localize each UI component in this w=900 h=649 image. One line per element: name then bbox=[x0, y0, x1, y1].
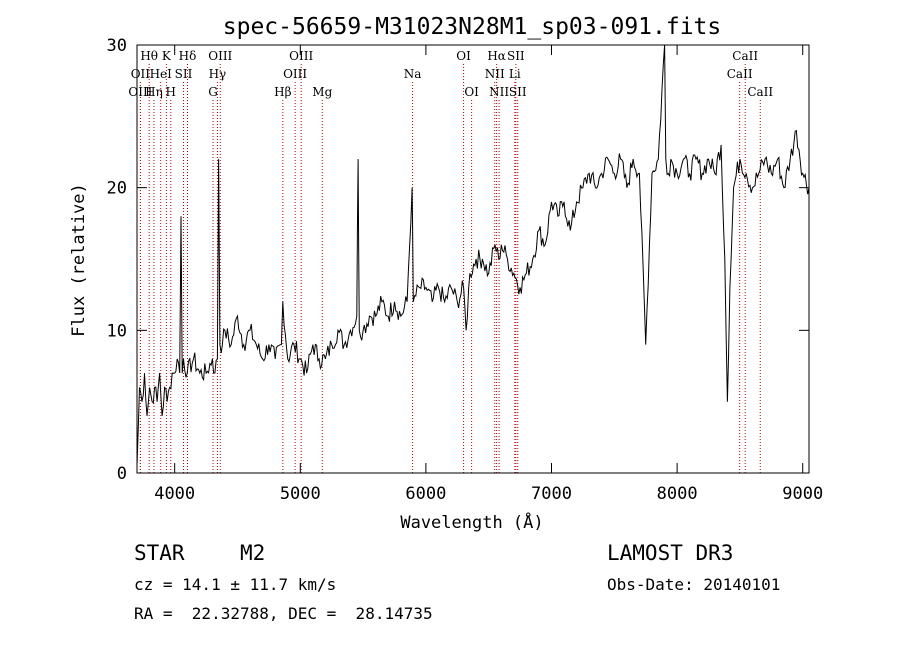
x-tick-label-4: 8000 bbox=[657, 484, 698, 504]
marker-label-23: NII bbox=[489, 85, 509, 99]
y-tick-label-2: 20 bbox=[107, 179, 127, 199]
marker-label-10: Hγ bbox=[209, 67, 227, 81]
marker-label-14: Hβ bbox=[274, 85, 291, 99]
marker-label-15: Mg bbox=[312, 85, 332, 99]
observation-date: Obs-Date: 20140101 bbox=[607, 575, 781, 594]
survey-name: LAMOST DR3 bbox=[607, 541, 734, 565]
chart-title: spec-56659-M31023N28M1_sp03-091.fits bbox=[223, 14, 722, 40]
x-axis-label: Wavelength (Å) bbox=[400, 511, 543, 533]
marker-label-12: OIII bbox=[289, 49, 313, 63]
marker-label-22: Li bbox=[509, 67, 521, 81]
x-tick-label-5: 9000 bbox=[782, 484, 823, 504]
plot-frame bbox=[136, 44, 810, 474]
object-subclass: M2 bbox=[240, 541, 266, 565]
marker-label-4: HeI bbox=[150, 67, 173, 81]
marker-label-1: OII bbox=[131, 67, 151, 81]
marker-label-0: Hθ bbox=[140, 49, 158, 63]
x-tick-label-1: 5000 bbox=[280, 484, 321, 504]
marker-label-7: H bbox=[166, 85, 176, 99]
marker-label-16: Na bbox=[404, 67, 422, 81]
marker-label-6: SII bbox=[175, 67, 193, 81]
marker-label-2: OIII bbox=[128, 85, 152, 99]
marker-label-24: SII bbox=[509, 85, 527, 99]
marker-label-17: OI bbox=[456, 49, 471, 63]
marker-label-19: Hα bbox=[487, 49, 506, 63]
marker-label-8: Hδ bbox=[179, 49, 197, 63]
y-axis-label: Flux (relative) bbox=[69, 183, 89, 337]
marker-label-11: G bbox=[208, 85, 218, 99]
y-tick-label-1: 10 bbox=[107, 321, 127, 341]
coordinates-readout: RA = 22.32788, DEC = 28.14735 bbox=[134, 604, 433, 623]
marker-label-21: NII bbox=[485, 67, 505, 81]
marker-label-26: CaII bbox=[727, 67, 753, 81]
y-tick-label-0: 0 bbox=[117, 464, 127, 484]
marker-label-20: SII bbox=[507, 49, 525, 63]
spectrum-line bbox=[136, 44, 810, 466]
redshift-readout: cz = 14.1 ± 11.7 km/s bbox=[134, 575, 337, 594]
y-tick-label-3: 30 bbox=[107, 36, 127, 56]
marker-label-25: CaII bbox=[732, 49, 758, 63]
x-tick-label-2: 6000 bbox=[405, 484, 446, 504]
marker-label-5: Hη bbox=[145, 85, 163, 99]
marker-label-9: OIII bbox=[208, 49, 232, 63]
marker-label-27: CaII bbox=[747, 85, 773, 99]
x-tick-label-0: 4000 bbox=[154, 484, 195, 504]
marker-label-3: K bbox=[162, 49, 172, 63]
object-class: STAR bbox=[134, 541, 185, 565]
x-tick-label-3: 7000 bbox=[531, 484, 572, 504]
marker-label-18: OI bbox=[464, 85, 479, 99]
marker-label-13: OIII bbox=[283, 67, 307, 81]
axis-ticks: 4000 5000 6000 7000 8000 9000 0 10 20 30 bbox=[107, 36, 824, 504]
line-markers: Hθ OII OIII K HeI Hη SII H Hδ OIII Hγ G OIII OIII Hβ Mg… bbox=[128, 49, 773, 473]
